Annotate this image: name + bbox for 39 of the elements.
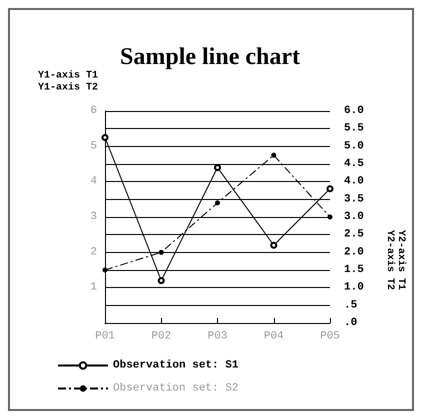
chart-title: Sample line chart — [120, 44, 300, 70]
y2-tick-label: 2.5 — [344, 228, 364, 241]
point — [271, 152, 276, 158]
y2-tick-label: 5.5 — [344, 122, 364, 135]
y-tick-label: 1 — [90, 282, 98, 294]
y2-tick-label: 4.0 — [344, 176, 364, 188]
y2-tick-label: .5 — [344, 299, 358, 312]
y-tick-label: 5 — [90, 140, 97, 152]
point — [328, 214, 332, 220]
point — [102, 268, 108, 272]
legend-label: Observation set: S2 — [113, 382, 238, 394]
y-tick-label: 3 — [90, 211, 97, 223]
y2-axis-title: Y2-axis T1 Y2-axis T2 — [384, 230, 407, 290]
x-tick-label: P05 — [320, 330, 340, 342]
y2-tick-label: .0 — [344, 317, 358, 329]
point — [326, 185, 334, 192]
y-axis-title: Y1-axis T1 Y1-axis T2 — [38, 70, 98, 94]
y-tick-label: 2 — [90, 246, 97, 258]
point — [158, 250, 164, 255]
y2-tick-label: 2.0 — [344, 246, 364, 258]
y2-tick-label: 6.0 — [344, 105, 364, 117]
point — [214, 164, 221, 172]
point — [102, 134, 108, 141]
x-tick-label: P01 — [95, 330, 116, 342]
y2-tick-label: 5.0 — [344, 140, 364, 152]
point — [270, 242, 278, 249]
legend-label: Observation set: S1 — [113, 360, 239, 372]
x-tick-label: P04 — [264, 330, 284, 342]
y2-tick-label: 3.5 — [344, 193, 364, 206]
point — [158, 277, 165, 284]
point — [215, 200, 220, 206]
x-tick-label: P02 — [151, 330, 172, 342]
x-tick-label: P03 — [208, 330, 228, 342]
y2-tick-label: 1.5 — [344, 264, 364, 276]
y-tick-label: 6 — [90, 105, 97, 117]
y2-tick-label: 4.5 — [344, 158, 364, 170]
y2-tick-label: 1.0 — [344, 282, 364, 294]
y-tick-label: 4 — [90, 176, 98, 188]
y2-tick-label: 3.0 — [344, 211, 364, 223]
